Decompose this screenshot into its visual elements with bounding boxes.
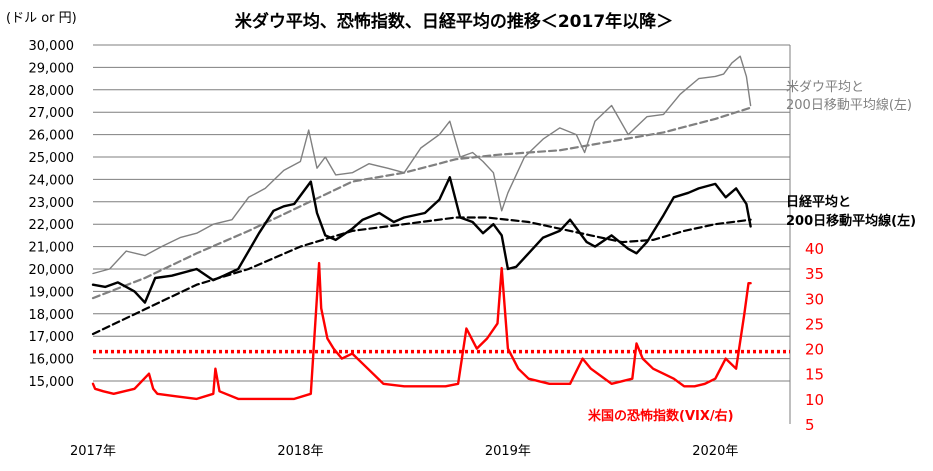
x-tick-label: 2017年 [70,444,116,459]
right-tick-label: 20 [805,341,824,359]
right-tick-label: 25 [805,315,824,333]
series-label-dow: 米ダウ平均と 200日移動平均線(左) [786,80,912,113]
left-axis: 30,000 29,000 28,000 27,000 26,000 25,000 24,0… [29,39,75,390]
left-axis-unit: (ドル or 円) [6,11,77,26]
left-tick-label: 18,000 [29,308,75,323]
x-tick-label: 2018年 [277,444,323,459]
right-tick-label: 15 [805,366,824,384]
series-label-nikkei: 日経平均と 200日移動平均線(左) [786,194,916,229]
gridlines [93,44,791,424]
left-tick-label: 19,000 [29,285,75,300]
series-line-3 [91,216,752,336]
series-lines [91,55,752,401]
left-tick-label: 17,000 [29,330,75,345]
series-line-2 [91,175,752,304]
left-tick-label: 24,000 [29,173,75,188]
left-tick-label: 26,000 [29,129,75,144]
x-tick-label: 2020年 [692,444,738,459]
series-line-1 [91,106,752,300]
left-tick-label: 20,000 [29,263,75,278]
left-tick-label: 15,000 [29,375,75,390]
series-label-vix: 米国の恐怖指数(VIX/右) [588,408,734,424]
left-tick-label: 27,000 [29,106,75,121]
series-label-dow-line2: 200日移動平均線(左) [786,97,912,113]
right-tick-label: 40 [805,240,824,258]
right-tick-label: 5 [805,416,815,434]
left-tick-label: 22,000 [29,218,75,233]
right-tick-label: 30 [805,290,824,308]
left-tick-label: 16,000 [29,353,75,368]
series-label-dow-line1: 米ダウ平均と [786,80,864,95]
left-tick-label: 28,000 [29,84,75,99]
right-axis: 40 35 30 25 20 15 10 5 [805,240,824,434]
left-tick-label: 29,000 [29,61,75,76]
right-tick-label: 35 [805,265,824,283]
right-tick-label: 10 [805,391,824,409]
series-line-4 [91,261,752,401]
x-tick-label: 2019年 [485,444,531,459]
series-line-0 [92,55,752,275]
series-label-nikkei-line1: 日経平均と [786,194,851,210]
left-tick-label: 25,000 [29,151,75,166]
series-label-nikkei-line2: 200日移動平均線(左) [786,213,916,229]
chart-title: 米ダウ平均、恐怖指数、日経平均の推移＜2017年以降＞ [235,11,673,32]
left-tick-label: 30,000 [29,39,75,54]
left-tick-label: 23,000 [29,196,75,211]
x-axis: 2017年 2018年 2019年 2020年 [70,444,738,459]
left-tick-label: 21,000 [29,241,75,256]
